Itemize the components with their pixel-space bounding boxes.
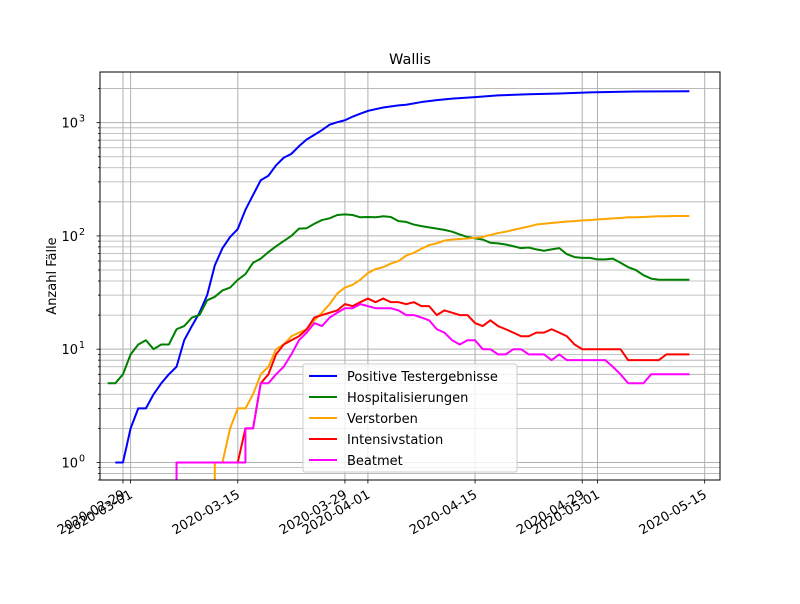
y-tick-exponent: 1 bbox=[79, 340, 85, 351]
legend-label: Intensivstation bbox=[347, 433, 443, 448]
legend-label: Positive Testergebnisse bbox=[347, 370, 498, 385]
series-line-intensivstation bbox=[236, 297, 690, 463]
series-line-beatmet bbox=[175, 303, 690, 480]
legend-box bbox=[302, 363, 518, 473]
series-line-positive-testergebnisse bbox=[115, 90, 690, 464]
y-tick-label: 10 bbox=[61, 230, 78, 245]
y-tick-exponent: 3 bbox=[79, 114, 85, 125]
series-line-hospitalisierungen bbox=[107, 213, 690, 385]
series-layer bbox=[107, 90, 690, 480]
legend-label: Hospitalisierungen bbox=[347, 391, 468, 406]
chart-title: Wallis bbox=[389, 52, 431, 68]
y-tick-exponent: 0 bbox=[79, 453, 85, 464]
y-tick-label: 10 bbox=[61, 456, 78, 471]
y-tick-label: 10 bbox=[61, 117, 78, 132]
series-line-verstorben bbox=[213, 214, 690, 480]
legend-label: Beatmet bbox=[347, 454, 403, 469]
legend: Positive Testergebnisse Hospitalisierunge… bbox=[302, 363, 518, 473]
y-tick-label: 10 bbox=[61, 343, 78, 358]
legend-label: Verstorben bbox=[347, 412, 418, 427]
y-axis-label: Anzahl Fälle bbox=[45, 237, 60, 314]
plot-frame bbox=[99, 71, 721, 481]
y-tick-exponent: 2 bbox=[79, 227, 85, 238]
